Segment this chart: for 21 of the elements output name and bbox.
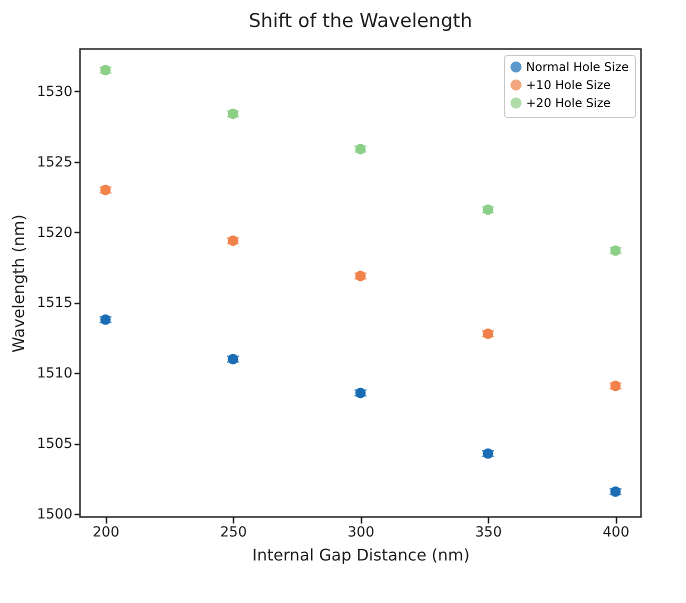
x-tick-label: 300 xyxy=(348,524,374,540)
y-tick-label: 1500 xyxy=(36,506,72,523)
legend-label: +10 Hole Size xyxy=(526,78,611,92)
point xyxy=(228,235,238,246)
y-tick-label: 1510 xyxy=(36,366,72,382)
x-tick-label: 350 xyxy=(475,524,502,540)
y-tick-label: 1505 xyxy=(36,436,72,452)
x-tick-label: 200 xyxy=(92,524,120,540)
y-tick-label: 1530 xyxy=(36,84,72,100)
point xyxy=(610,486,621,497)
x-axis-title: Internal Gap Distance (nm) xyxy=(252,546,470,564)
y-tick-label: 1520 xyxy=(36,224,72,241)
y-axis-title: Wavelength (nm) xyxy=(8,214,28,353)
x-tick-label: 250 xyxy=(220,524,247,540)
y-tick-label: 1525 xyxy=(36,154,72,170)
point xyxy=(355,144,366,154)
legend-label: +20 Hole Size xyxy=(526,96,611,110)
legend-label: Normal Hole Size xyxy=(526,60,629,74)
chart-title: Shift of the Wavelength xyxy=(248,10,472,32)
y-tick-label: 1515 xyxy=(36,295,72,312)
x-tick-label: 400 xyxy=(602,524,630,540)
